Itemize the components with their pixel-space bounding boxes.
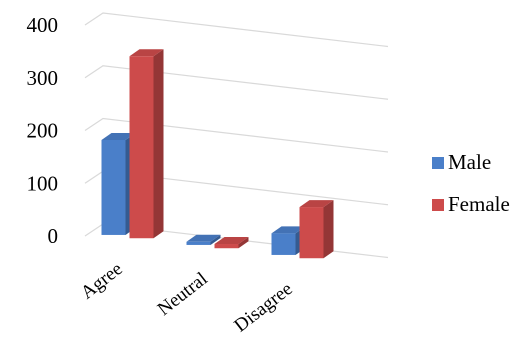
bar-female-agree	[129, 49, 164, 239]
y-axis-tick-labels: 0 100 200 300 400	[27, 13, 59, 248]
bar-male-neutral	[186, 234, 221, 245]
legend-label-male: Male	[448, 150, 491, 174]
bars	[101, 49, 334, 259]
legend-swatch-male	[432, 157, 444, 169]
gridline	[84, 117, 389, 153]
x-category-label: Disagree	[230, 278, 296, 336]
gridline	[84, 65, 389, 100]
bar-female-neutral	[214, 237, 249, 249]
x-category-label: Agree	[77, 258, 127, 303]
legend-swatch-female	[432, 199, 444, 211]
bar-female-disagree	[299, 200, 334, 259]
x-category-label: Neutral	[154, 268, 212, 320]
legend-label-female: Female	[448, 192, 510, 216]
y-tick-label: 200	[27, 119, 59, 143]
gridline	[84, 12, 389, 48]
y-tick-label: 100	[27, 171, 59, 195]
y-tick-label: 0	[48, 224, 59, 248]
x-axis-category-labels: Agree Neutral Disagree	[77, 258, 297, 336]
legend: Male Female	[432, 150, 510, 216]
y-tick-label: 300	[27, 66, 59, 90]
y-tick-label: 400	[27, 13, 59, 37]
